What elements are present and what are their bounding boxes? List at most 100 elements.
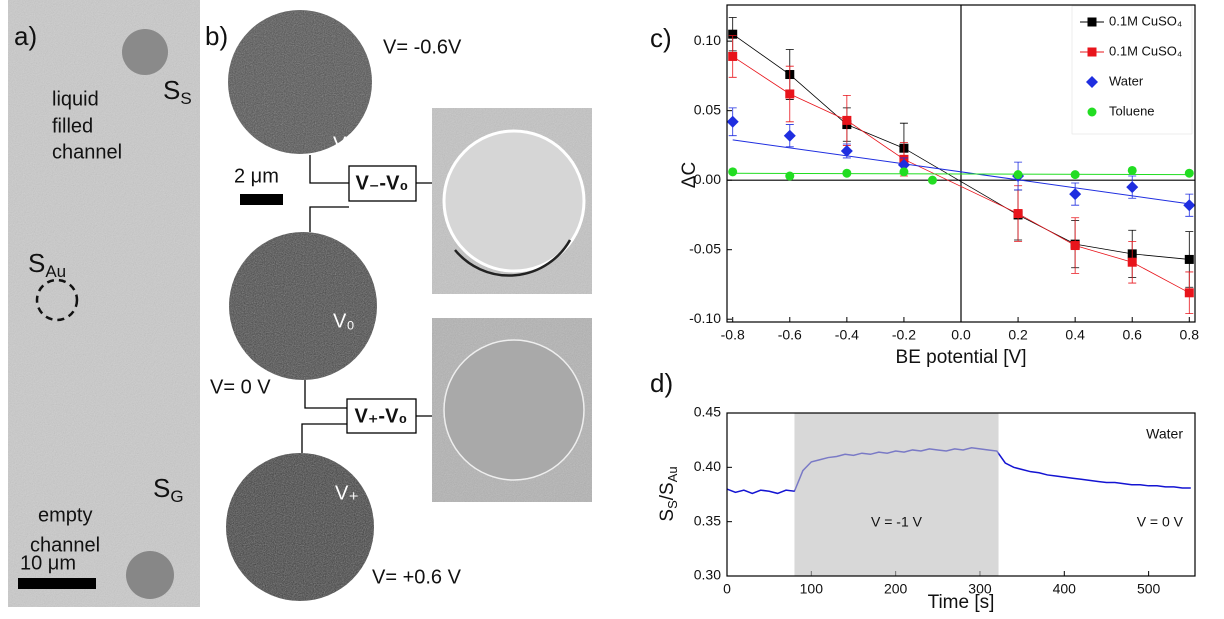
label-part: S <box>657 509 678 522</box>
annotation: V = -1 V <box>871 514 923 530</box>
y-tick-label: 0.00 <box>694 171 721 187</box>
marker <box>1127 165 1137 175</box>
scale-label: 10 μm <box>20 552 76 574</box>
marker <box>785 171 795 181</box>
marker <box>897 158 910 171</box>
scale-bar <box>18 578 96 589</box>
legend-marker <box>1086 76 1098 88</box>
marker <box>1184 254 1194 264</box>
connect-line <box>732 33 1190 260</box>
marker <box>783 129 796 142</box>
label: empty <box>38 504 92 526</box>
label: filled <box>52 115 93 137</box>
label: SG <box>153 473 184 507</box>
x-tick-label: 300 <box>968 581 992 597</box>
y-axis-label: SS/SAu <box>657 466 680 521</box>
scale-label: 2 μm <box>234 165 279 187</box>
marker <box>785 89 795 99</box>
legend-label: Water <box>1109 73 1144 88</box>
pad <box>122 29 168 75</box>
marker <box>1070 170 1080 180</box>
y-tick-label: 0.35 <box>694 512 721 528</box>
x-tick-label: 0.4 <box>1065 327 1085 343</box>
legend-label: 0.1M CuSO₄ <box>1109 13 1182 28</box>
y-tick-label: 0.10 <box>694 32 721 48</box>
annotation: Water <box>1146 426 1183 442</box>
marker <box>1126 181 1139 194</box>
dashed-circle <box>35 278 79 322</box>
annotation: V = 0 V <box>1137 514 1184 530</box>
label: V= -0.6V <box>383 36 462 58</box>
micrograph <box>226 453 374 601</box>
fit-line <box>732 172 1190 176</box>
y-tick-label: 0.40 <box>694 458 721 474</box>
label: liquid <box>52 88 99 110</box>
marker <box>726 115 739 128</box>
panel-label: d) <box>650 368 673 398</box>
marker <box>840 144 853 157</box>
marker <box>927 175 937 185</box>
x-tick-label: 0 <box>723 581 731 597</box>
x-tick-label: 0.2 <box>1008 327 1028 343</box>
marker <box>842 115 852 125</box>
pad <box>126 551 174 599</box>
plot-frame <box>726 412 1196 577</box>
legend-marker <box>1087 107 1097 117</box>
label-part: /S <box>657 482 678 500</box>
marker <box>728 167 738 177</box>
x-tick-label: 0.6 <box>1122 327 1142 343</box>
scale-bar <box>240 194 283 205</box>
box-label: V₋-V₀ <box>356 172 409 194</box>
label: V= 0 V <box>210 376 271 398</box>
legend-box <box>1071 5 1193 135</box>
fit-line <box>732 139 1190 205</box>
label: V₊ <box>335 482 359 504</box>
legend-label: Toluene <box>1109 103 1155 118</box>
label: V₀ <box>333 310 355 332</box>
y-tick-label: 0.05 <box>694 101 721 117</box>
y-tick-label: -0.05 <box>689 240 721 256</box>
x-tick-label: -0.6 <box>778 327 802 343</box>
micrograph <box>228 10 372 154</box>
sem-image <box>8 0 200 607</box>
x-tick-label: 100 <box>800 581 824 597</box>
label: V₋ <box>333 133 357 155</box>
label: SS <box>163 75 192 109</box>
x-tick-label: -0.4 <box>835 327 859 343</box>
panel-label: b) <box>205 21 228 51</box>
label: V= +0.6 V <box>372 566 462 588</box>
edge <box>454 239 572 277</box>
marker <box>728 29 738 39</box>
x-tick-label: -0.2 <box>892 327 916 343</box>
legend-label: 0.1M CuSO₄ <box>1109 43 1182 58</box>
shaded-region <box>794 413 999 576</box>
plot-frame <box>726 4 1196 323</box>
marker <box>1184 288 1194 298</box>
marker <box>842 168 852 178</box>
marker <box>1013 170 1023 180</box>
marker <box>1184 168 1194 178</box>
box <box>346 398 417 434</box>
y-tick-label: -0.10 <box>689 310 721 326</box>
diff-disc <box>443 339 585 481</box>
legend-marker <box>1087 47 1097 57</box>
x-tick-label: 200 <box>884 581 908 597</box>
label-part: S <box>665 500 680 509</box>
marker <box>728 51 738 61</box>
box-label: V₊-V₀ <box>355 405 408 427</box>
y-axis-label: ΔC <box>679 162 700 188</box>
y-tick-label: 0.30 <box>694 567 721 583</box>
label: channel <box>30 534 100 556</box>
marker <box>899 167 909 177</box>
x-tick-label: 0.8 <box>1180 327 1200 343</box>
x-tick-label: 400 <box>1053 581 1077 597</box>
label-part: Au <box>665 466 680 482</box>
marker <box>1069 188 1082 201</box>
x-axis-label: Time [s] <box>928 592 995 613</box>
marker <box>1183 199 1196 212</box>
y-tick-label: 0.45 <box>694 404 721 420</box>
connectors <box>301 155 432 453</box>
marker <box>1070 241 1080 251</box>
marker <box>1013 209 1023 219</box>
